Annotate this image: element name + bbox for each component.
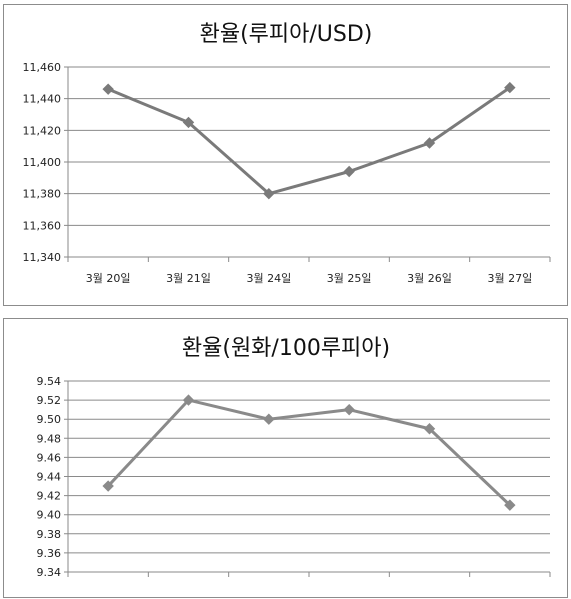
series-line bbox=[107, 398, 511, 507]
data-point-marker bbox=[504, 499, 516, 511]
data-point-marker bbox=[182, 116, 195, 129]
y-tick-label: 11,400 bbox=[23, 156, 62, 169]
y-tick-label: 11,420 bbox=[23, 124, 62, 137]
data-point-marker bbox=[263, 413, 275, 425]
x-tick-label: 3월 27일 bbox=[487, 271, 532, 285]
chart-panel-exchange-rate-idr-usd: 환율(루피아/USD) 11,340 11,360 11,380 11,400 11,4… bbox=[3, 4, 568, 306]
data-point-marker bbox=[102, 480, 114, 492]
chart-svg-idr-usd: 환율(루피아/USD) 11,340 11,360 11,380 11,400 11,4… bbox=[23, 22, 551, 285]
x-tick-label: 3월 20일 bbox=[86, 271, 131, 285]
x-tick-label: 3월 25일 bbox=[327, 271, 372, 285]
series-line bbox=[107, 86, 511, 196]
data-point-marker bbox=[504, 81, 516, 94]
y-tick-label: 11,380 bbox=[23, 188, 62, 201]
x-tick-label: 3월 26일 bbox=[407, 271, 452, 285]
data-point-marker bbox=[343, 165, 355, 178]
y-tick-label: 9.38 bbox=[37, 528, 62, 541]
chart-title: 환율(루피아/USD) bbox=[200, 22, 373, 47]
y-tick-label: 9.54 bbox=[37, 375, 62, 388]
y-tick-label: 9.36 bbox=[37, 547, 62, 560]
data-point-marker bbox=[102, 83, 114, 95]
data-point-marker bbox=[423, 423, 436, 435]
y-tick-label: 11,440 bbox=[23, 93, 62, 106]
y-tick-label: 9.46 bbox=[37, 451, 62, 464]
data-point-marker bbox=[182, 394, 195, 406]
y-tick-label: 9.52 bbox=[37, 394, 62, 407]
y-tick-label: 9.40 bbox=[37, 509, 62, 522]
y-tick-label: 9.42 bbox=[37, 490, 62, 503]
y-tick-label: 11,460 bbox=[23, 61, 62, 74]
x-tick-label: 3월 24일 bbox=[246, 271, 291, 285]
data-point-marker bbox=[263, 187, 275, 200]
data-point-marker bbox=[423, 137, 436, 149]
data-point-marker bbox=[343, 403, 355, 416]
y-tick-label: 9.50 bbox=[37, 413, 62, 426]
y-tick-label: 11,360 bbox=[23, 219, 62, 232]
y-tick-label: 9.48 bbox=[37, 432, 62, 445]
y-tick-label: 11,340 bbox=[23, 251, 62, 264]
y-tick-label: 9.44 bbox=[37, 471, 62, 484]
y-tick-label: 9.34 bbox=[37, 566, 62, 579]
chart-svg-krw-idr: 환율(원화/100루피아) 9.34 9.36 9.38 9.40 9.42 9.44 9.… bbox=[37, 336, 551, 579]
x-tick-label: 3월 21일 bbox=[166, 271, 211, 285]
chart-title: 환율(원화/100루피아) bbox=[182, 336, 390, 361]
chart-panel-exchange-rate-krw-idr: 환율(원화/100루피아) 9.34 9.36 9.38 9.40 9.42 9.44 9.… bbox=[3, 318, 568, 598]
